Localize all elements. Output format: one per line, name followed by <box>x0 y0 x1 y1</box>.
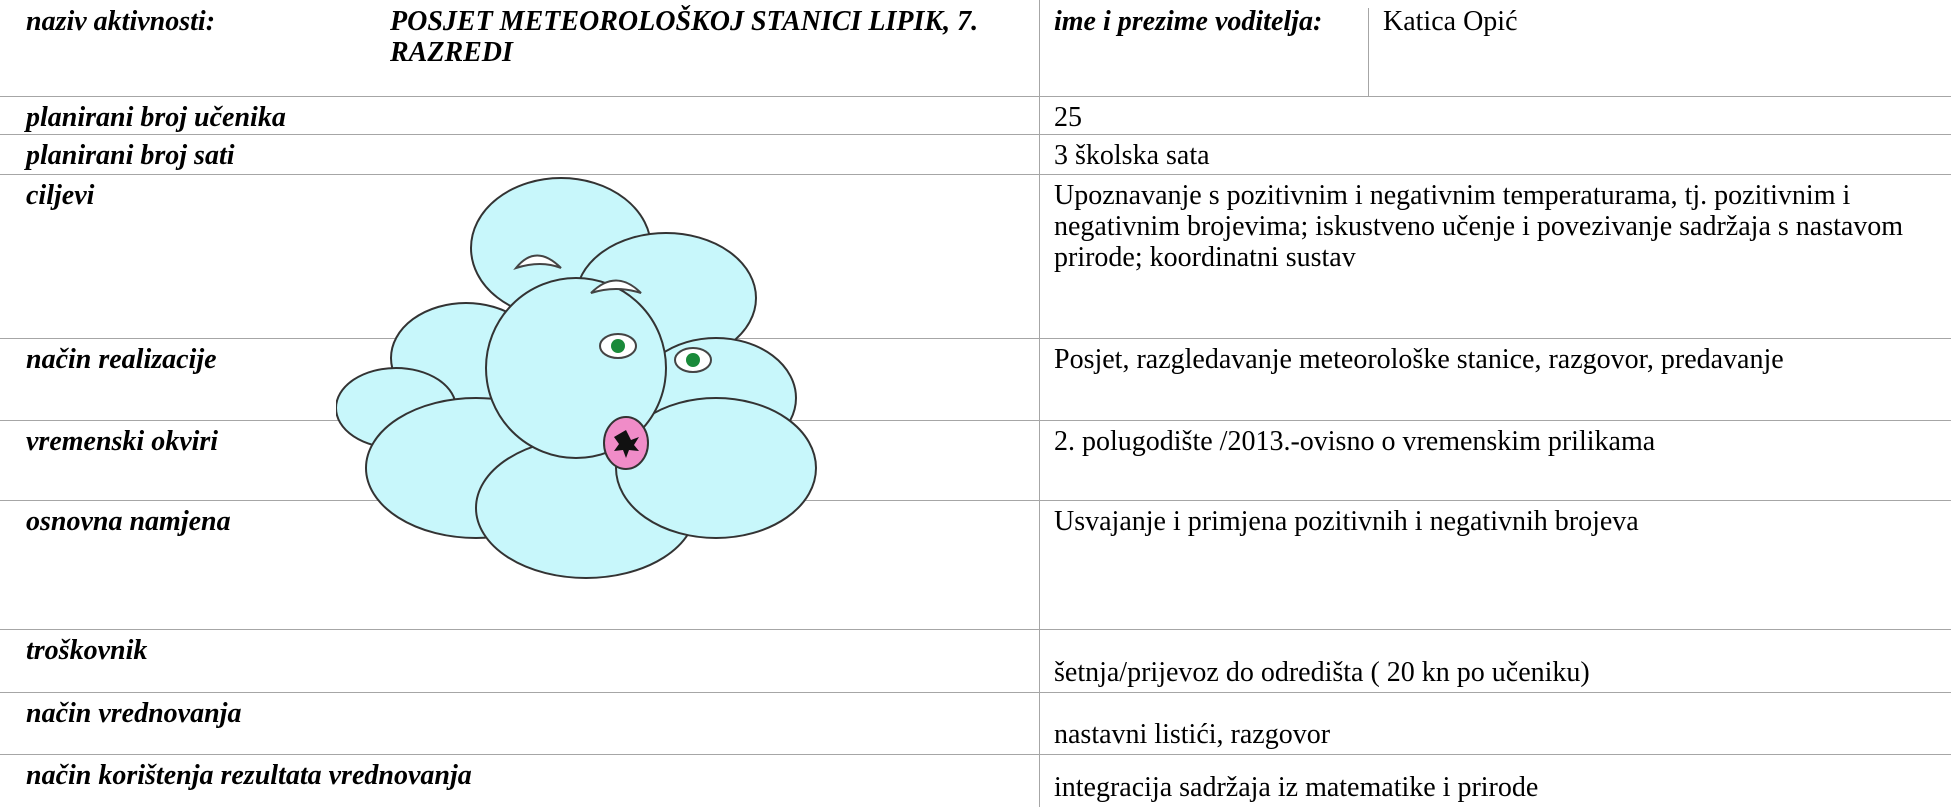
row-value: 2. polugodište /2013.-ovisno o vremenski… <box>1054 426 1656 457</box>
row-label: način vrednovanja <box>26 698 242 729</box>
row-label: način realizacije <box>26 344 217 375</box>
row-label: planirani broj sati <box>26 140 235 171</box>
cloud-illustration <box>336 177 817 579</box>
row-label: osnovna namjena <box>26 506 231 537</box>
column-divider <box>1039 0 1040 807</box>
row-divider <box>0 338 1951 339</box>
activity-label: naziv aktivnosti: <box>26 6 216 37</box>
row-divider <box>0 500 1951 501</box>
row-divider <box>0 754 1951 755</box>
row-value: integracija sadržaja iz matematike i pri… <box>1054 772 1539 803</box>
leader-label: ime i prezime voditelja: <box>1054 6 1323 37</box>
activity-title: POSJET METEOROLOŠKOJ STANICI LIPIK, 7. R… <box>390 6 979 68</box>
row-divider <box>0 134 1951 135</box>
row-divider <box>0 174 1951 175</box>
row-label: vremenski okviri <box>26 426 219 457</box>
row-divider <box>0 96 1951 97</box>
leader-name: Katica Opić <box>1383 6 1518 37</box>
row-divider <box>0 692 1951 693</box>
row-divider <box>0 629 1951 630</box>
row-value: 25 <box>1054 102 1082 133</box>
row-divider <box>0 420 1951 421</box>
row-value: 3 školska sata <box>1054 140 1210 171</box>
row-value: Posjet, razgledavanje meteorološke stani… <box>1054 344 1784 375</box>
row-value: šetnja/prijevoz do odredišta ( 20 kn po … <box>1054 657 1590 688</box>
row-label: troškovnik <box>26 635 148 666</box>
row-value: Usvajanje i primjena pozitivnih i negati… <box>1054 506 1639 537</box>
row-label: ciljevi <box>26 180 95 211</box>
row-value: Upoznavanje s pozitivnim i negativnim te… <box>1054 180 1904 273</box>
column-divider <box>1368 8 1369 96</box>
row-label: planirani broj učenika <box>26 102 286 133</box>
row-label: način korištenja rezultata vrednovanja <box>26 760 472 791</box>
row-value: nastavni listići, razgovor <box>1054 719 1331 750</box>
